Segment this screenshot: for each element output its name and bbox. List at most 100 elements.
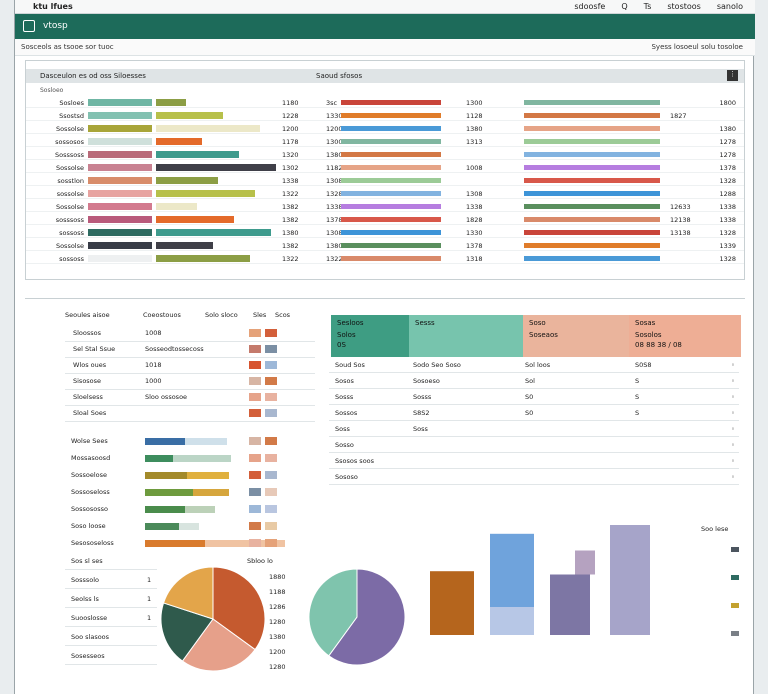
status-card[interactable]: Soso Soseaos <box>523 315 629 357</box>
pie-value: 1188 <box>269 588 286 596</box>
bar-segment <box>179 523 199 530</box>
bar-row-label: Sossoseloss <box>71 488 110 496</box>
row-value-2: 1308 <box>326 177 343 185</box>
row-value-5: 1339 <box>719 242 736 250</box>
row-bar-2 <box>341 152 441 157</box>
row-swatch <box>88 229 152 236</box>
table-row[interactable]: sosssoss 1382 1378 1828 12138 1338 <box>26 214 744 225</box>
row-value-5: 1278 <box>719 138 736 146</box>
row-value-1: 1180 <box>282 99 299 107</box>
panel-overview: Dasceulon es od oss Siloesses Saoud sfos… <box>25 60 745 280</box>
row-swatch <box>88 177 152 184</box>
pie-left-slice[interactable] <box>212 566 266 651</box>
detail-column-header[interactable]: Sles <box>253 311 267 319</box>
table-row[interactable]: sossoss 1322 1322 1318 1328 <box>26 253 744 264</box>
row-swatch <box>88 125 152 132</box>
row-value-1: 1322 <box>282 190 299 198</box>
status-chip-2 <box>265 345 277 353</box>
status-cell: Sosoeso <box>413 377 440 385</box>
table-row[interactable]: Sossolse 1382 1338 1338 12633 1338 <box>26 201 744 212</box>
status-chip <box>249 454 261 462</box>
table-row[interactable]: Sossolse 1200 1200 1380 1380 <box>26 123 744 134</box>
pie-value: 1280 <box>269 618 286 626</box>
table-row[interactable]: Sosloes 1180 3sc 1300 1800 <box>26 97 744 108</box>
row-value-1: 1320 <box>282 151 299 159</box>
legend-swatch <box>731 547 739 552</box>
pie-left-slice[interactable] <box>160 602 214 662</box>
column-bar[interactable] <box>430 571 474 635</box>
table-row[interactable]: sosstlon 1338 1308 1328 <box>26 175 744 186</box>
row-action-icon[interactable]: ◦ <box>731 393 735 401</box>
row-label: sossolse <box>56 190 84 198</box>
status-cell: Sossos <box>335 409 358 417</box>
bar-segment <box>145 455 173 462</box>
detail-charts <box>160 525 739 672</box>
top-item-4[interactable]: stostoos <box>667 2 701 11</box>
bar-row-label: Wolse Sees <box>71 437 108 445</box>
status-chip-2 <box>265 437 277 445</box>
table-row[interactable]: Sosssoss 1320 1380 1278 <box>26 149 744 160</box>
row-action-icon[interactable]: ◦ <box>731 425 735 433</box>
column-bar-overlay[interactable] <box>490 607 534 635</box>
status-chip <box>249 471 261 479</box>
row-value-4: 12138 <box>670 216 691 224</box>
status-cell: Sosos <box>335 377 354 385</box>
row-action-icon[interactable]: ◦ <box>731 361 735 369</box>
top-item-1[interactable]: sdoosfe <box>574 2 606 11</box>
column-bar[interactable] <box>610 525 650 635</box>
status-card[interactable]: Sosas Sosolos 08 88 38 / 08 <box>629 315 741 357</box>
toolbar-right-link[interactable]: Syess losoeul solu tosoloe <box>651 43 743 51</box>
status-cell: S8S2 <box>413 409 430 417</box>
row-action-icon[interactable]: ◦ <box>731 441 735 449</box>
bar-row-label: Sossososso <box>71 505 108 513</box>
bar-row-label: Sesososeloss <box>71 539 114 547</box>
row-bar <box>156 242 213 249</box>
row-bar <box>156 229 271 236</box>
table-row[interactable]: Sossolse 1302 1182 1008 1378 <box>26 162 744 173</box>
row-action-icon[interactable]: ◦ <box>731 457 735 465</box>
detail-column-header[interactable]: Coeostouos <box>143 311 181 319</box>
detail-column-header[interactable]: Solo sloco <box>205 311 238 319</box>
column-bar[interactable] <box>550 574 590 636</box>
row-divider <box>65 588 157 589</box>
row-value-3: 1300 <box>466 99 483 107</box>
row-action-icon[interactable]: ◦ <box>731 377 735 385</box>
row-value-3: 1828 <box>466 216 483 224</box>
table-row[interactable]: Ssostsd 1228 1330 1128 1827 <box>26 110 744 121</box>
app-window: ktu lfues sdoosfe Q Ts stostoos sanolo v… <box>14 0 755 694</box>
status-card[interactable]: Sesloos Solos 0S <box>331 315 409 357</box>
row-divider <box>65 645 157 646</box>
detail-column-header[interactable]: Scos <box>275 311 291 319</box>
top-item-3[interactable]: Ts <box>643 2 652 11</box>
pie-left-slice[interactable] <box>181 618 256 672</box>
row-action-icon[interactable]: ◦ <box>731 473 735 481</box>
row-value-1: 1382 <box>282 216 299 224</box>
status-chip-2 <box>265 539 277 547</box>
row-bar <box>156 99 186 106</box>
top-item-5[interactable]: sanolo <box>716 2 743 11</box>
pie-left-slice[interactable] <box>162 566 214 620</box>
row-divider <box>329 372 739 373</box>
row-bar-2 <box>341 100 441 105</box>
status-chip <box>249 539 261 547</box>
table-row[interactable]: sossosos 1178 1300 1313 1278 <box>26 136 744 147</box>
status-chip-2 <box>265 471 277 479</box>
table-row[interactable]: sossolse 1322 1328 1308 1288 <box>26 188 744 199</box>
app-logo-icon[interactable] <box>23 20 35 32</box>
bar-segment <box>145 438 185 445</box>
column-bar-overlay[interactable] <box>575 550 595 575</box>
row-action-icon[interactable]: ◦ <box>731 409 735 417</box>
pie-row-value: 1 <box>147 595 152 603</box>
row-divider <box>329 420 739 421</box>
top-item-2[interactable]: Q <box>621 2 628 11</box>
status-cell: Sodo Seo Soso <box>413 361 461 369</box>
pie-right-slice[interactable] <box>308 568 358 657</box>
status-card[interactable]: Sesss <box>409 315 523 357</box>
table-row[interactable]: sossoss 1380 1308 1330 13138 1328 <box>26 227 744 238</box>
table-row[interactable]: Sossolse 1382 1380 1378 1339 <box>26 240 744 251</box>
pie-right-slice[interactable] <box>328 568 406 666</box>
pie-row-label: Soo slasoos <box>71 633 110 641</box>
panel-menu-icon[interactable]: ⋮ <box>727 70 738 81</box>
pie-row-value: 1 <box>147 614 152 622</box>
detail-column-header[interactable]: Seoules aisoe <box>65 311 110 319</box>
